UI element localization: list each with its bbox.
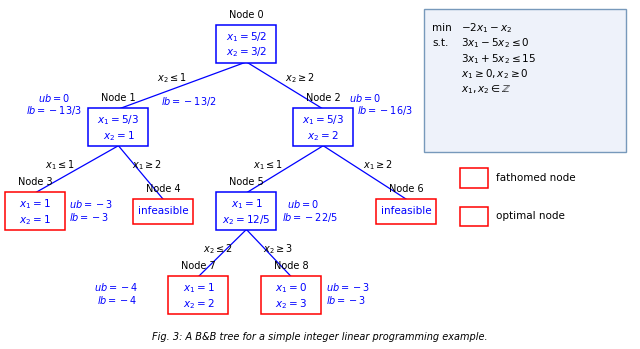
Text: $lb = -4$: $lb = -4$: [97, 294, 138, 306]
Text: $ub = 0$: $ub = 0$: [349, 92, 381, 104]
Text: $x_2 = 2$: $x_2 = 2$: [182, 297, 214, 311]
Text: $x_2 = 3/2$: $x_2 = 3/2$: [226, 45, 267, 59]
Text: $ub = 0$: $ub = 0$: [38, 92, 70, 104]
Text: $x_1 = 5/3$: $x_1 = 5/3$: [302, 113, 344, 127]
Text: $lb = -13/3$: $lb = -13/3$: [26, 104, 81, 118]
Text: $lb = -3$: $lb = -3$: [326, 294, 367, 306]
FancyBboxPatch shape: [376, 199, 436, 224]
Text: Node 8: Node 8: [274, 261, 308, 271]
Text: $x_1 \leq 1$: $x_1 \leq 1$: [253, 158, 282, 172]
Text: infeasible: infeasible: [138, 206, 189, 216]
Text: $ub = -3$: $ub = -3$: [326, 281, 370, 293]
Text: $x_1 \geq 2$: $x_1 \geq 2$: [363, 158, 392, 172]
FancyBboxPatch shape: [168, 276, 228, 314]
FancyBboxPatch shape: [133, 199, 193, 224]
Text: optimal node: optimal node: [496, 211, 565, 221]
Text: $x_2 = 2$: $x_2 = 2$: [307, 129, 339, 143]
Text: Node 2: Node 2: [306, 94, 340, 103]
Text: $lb = -16/3$: $lb = -16/3$: [357, 104, 413, 118]
Text: $x_1 = 1$: $x_1 = 1$: [19, 197, 51, 211]
Text: $x_1 = 1$: $x_1 = 1$: [182, 281, 214, 295]
Text: infeasible: infeasible: [381, 206, 432, 216]
Text: $x_1 = 5/3$: $x_1 = 5/3$: [97, 113, 140, 127]
Text: $x_1 = 0$: $x_1 = 0$: [275, 281, 307, 295]
FancyBboxPatch shape: [424, 9, 626, 152]
FancyBboxPatch shape: [216, 192, 276, 230]
Text: Node 7: Node 7: [181, 261, 216, 271]
Text: $ub = -4$: $ub = -4$: [93, 281, 138, 293]
Text: Node 5: Node 5: [229, 177, 264, 187]
Text: $ub = 0$: $ub = 0$: [287, 198, 319, 210]
Text: $x_2 \geq 2$: $x_2 \geq 2$: [285, 72, 314, 86]
Text: Node 6: Node 6: [389, 184, 424, 194]
Text: $x_1 \leq 1$: $x_1 \leq 1$: [45, 158, 74, 172]
Text: $x_1 \geq 2$: $x_1 \geq 2$: [132, 158, 162, 172]
Text: $x_2 \geq 3$: $x_2 \geq 3$: [264, 243, 293, 257]
Text: fathomed node: fathomed node: [496, 173, 575, 183]
Text: Node 4: Node 4: [146, 184, 180, 194]
Text: Node 3: Node 3: [18, 177, 52, 187]
Text: $lb = -3$: $lb = -3$: [69, 211, 109, 223]
FancyBboxPatch shape: [5, 192, 65, 230]
Text: min: min: [432, 23, 452, 33]
FancyBboxPatch shape: [216, 25, 276, 63]
Text: $3x_1 + 5x_2 \leq 15$: $3x_1 + 5x_2 \leq 15$: [461, 52, 536, 66]
Text: $x_2 = 12/5$: $x_2 = 12/5$: [222, 213, 271, 227]
Text: $x_1 \geq 0, x_2 \geq 0$: $x_1 \geq 0, x_2 \geq 0$: [461, 67, 529, 81]
FancyBboxPatch shape: [460, 168, 488, 188]
Text: Node 0: Node 0: [229, 10, 264, 20]
Text: $lb = -13/2$: $lb = -13/2$: [161, 95, 216, 108]
FancyBboxPatch shape: [460, 207, 488, 226]
Text: $x_2 = 1$: $x_2 = 1$: [102, 129, 134, 143]
Text: $-2x_1 - x_2$: $-2x_1 - x_2$: [461, 21, 512, 35]
Text: $x_2 \leq 1$: $x_2 \leq 1$: [157, 72, 186, 86]
Text: $x_1, x_2 \in \mathbb{Z}$: $x_1, x_2 \in \mathbb{Z}$: [461, 83, 511, 96]
Text: Node 1: Node 1: [101, 94, 136, 103]
Text: $3x_1 - 5x_2 \leq 0$: $3x_1 - 5x_2 \leq 0$: [461, 36, 529, 50]
Text: $x_2 = 1$: $x_2 = 1$: [19, 213, 51, 227]
Text: $x_2 = 3$: $x_2 = 3$: [275, 297, 307, 311]
Text: $x_1 = 5/2$: $x_1 = 5/2$: [226, 30, 267, 44]
FancyBboxPatch shape: [293, 108, 353, 147]
Text: $lb = -22/5$: $lb = -22/5$: [282, 210, 337, 224]
Text: $ub = -3$: $ub = -3$: [69, 198, 113, 210]
Text: $x_1 = 1$: $x_1 = 1$: [230, 197, 262, 211]
FancyBboxPatch shape: [261, 276, 321, 314]
Text: Fig. 3: A B&B tree for a simple integer linear programming example.: Fig. 3: A B&B tree for a simple integer …: [152, 332, 488, 342]
Text: s.t.: s.t.: [432, 38, 449, 48]
Text: $x_2 \leq 2$: $x_2 \leq 2$: [203, 243, 232, 257]
FancyBboxPatch shape: [88, 108, 148, 147]
